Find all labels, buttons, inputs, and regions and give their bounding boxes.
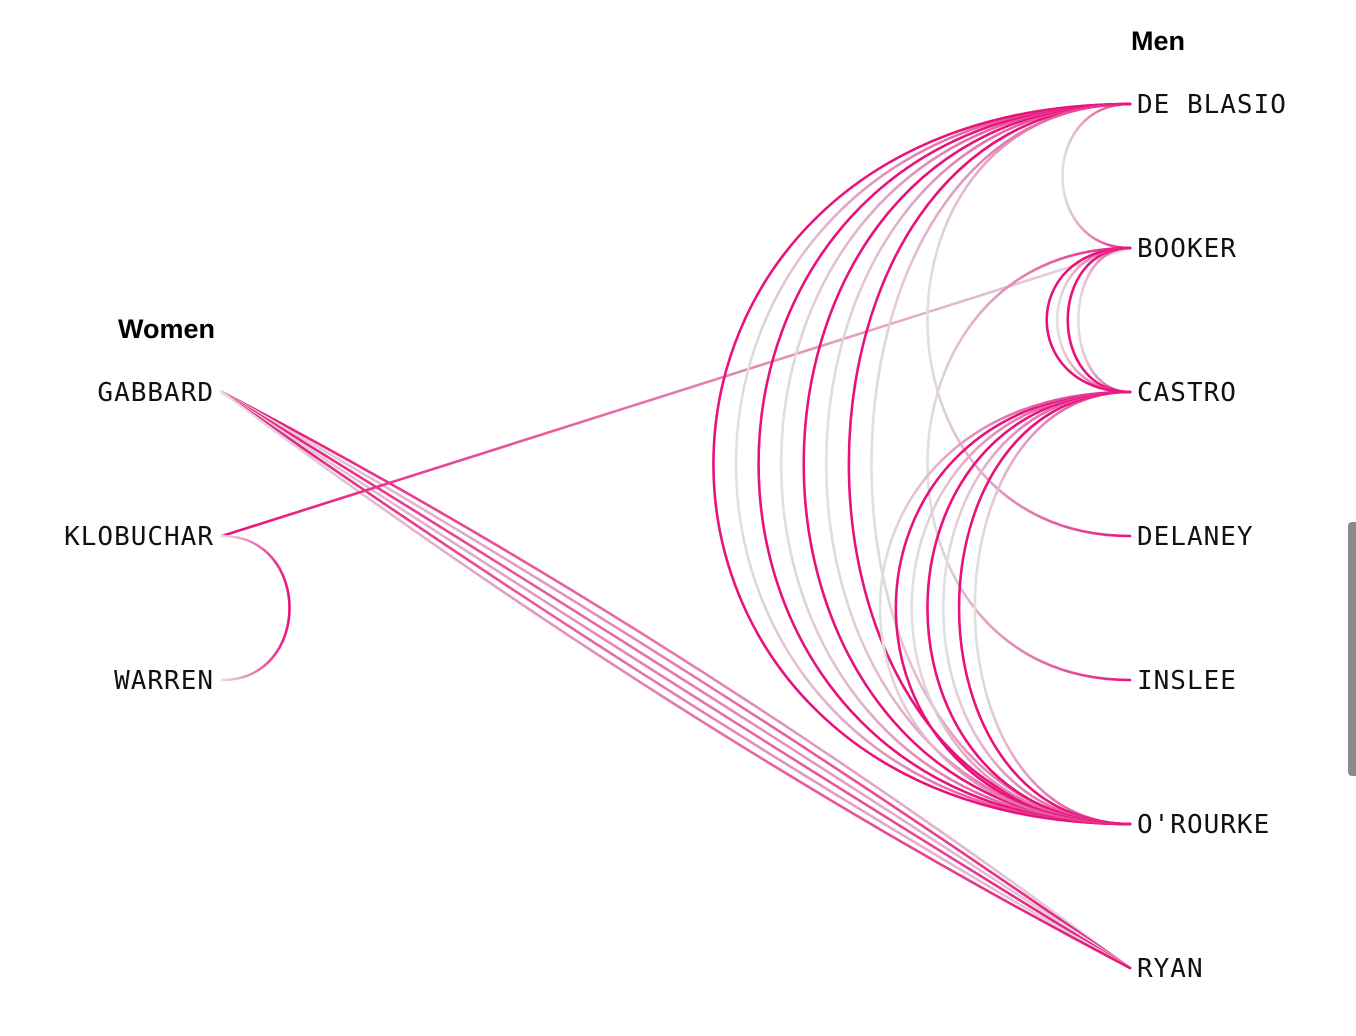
link-lines: [220, 102, 1132, 970]
candidate-label-warren: WARREN: [114, 666, 214, 696]
candidate-label-deblasio: DE BLASIO: [1137, 90, 1287, 120]
connection-line: [757, 102, 1132, 826]
connection-line: [802, 102, 1132, 826]
connection-line: [220, 534, 291, 682]
connection-line: [220, 390, 1132, 970]
connection-line: [712, 102, 1132, 826]
candidate-label-delaney: DELANEY: [1137, 522, 1254, 552]
connection-line: [1077, 246, 1132, 394]
connection-line: [926, 102, 1132, 538]
candidate-label-booker: BOOKER: [1137, 234, 1237, 264]
candidate-label-gabbard: GABBARD: [97, 378, 214, 408]
connection-line: [926, 390, 1132, 826]
connection-line: [220, 390, 1132, 970]
connection-line: [942, 390, 1132, 826]
connection-line: [973, 390, 1132, 826]
connection-line: [847, 102, 1132, 826]
connection-line: [1056, 246, 1132, 394]
men-group-title: Men: [1131, 26, 1185, 56]
connection-line: [220, 246, 1132, 538]
connection-line: [878, 390, 1132, 826]
candidate-label-castro: CASTRO: [1137, 378, 1237, 408]
connection-line: [825, 102, 1132, 826]
connection-line: [957, 390, 1132, 826]
candidate-label-inslee: INSLEE: [1137, 666, 1237, 696]
connection-line: [220, 390, 1132, 970]
connection-line: [220, 390, 1132, 970]
women-group-title: Women: [118, 314, 215, 344]
connection-line: [870, 102, 1132, 826]
connection-line: [1066, 246, 1132, 394]
candidate-label-klobuchar: KLOBUCHAR: [64, 522, 214, 552]
connection-line: [1045, 246, 1132, 394]
connection-line: [220, 390, 1132, 970]
connection-line: [1061, 102, 1132, 250]
connection-line: [780, 102, 1132, 826]
connection-line: [910, 390, 1132, 826]
connection-line: [734, 102, 1132, 826]
connection-line: [926, 246, 1132, 682]
connection-line: [894, 390, 1132, 826]
candidate-label-orourke: O'ROURKE: [1137, 810, 1270, 840]
page-scrollbar[interactable]: [1348, 522, 1356, 776]
candidate-label-ryan: RYAN: [1137, 954, 1204, 984]
connection-line: [220, 390, 1132, 970]
